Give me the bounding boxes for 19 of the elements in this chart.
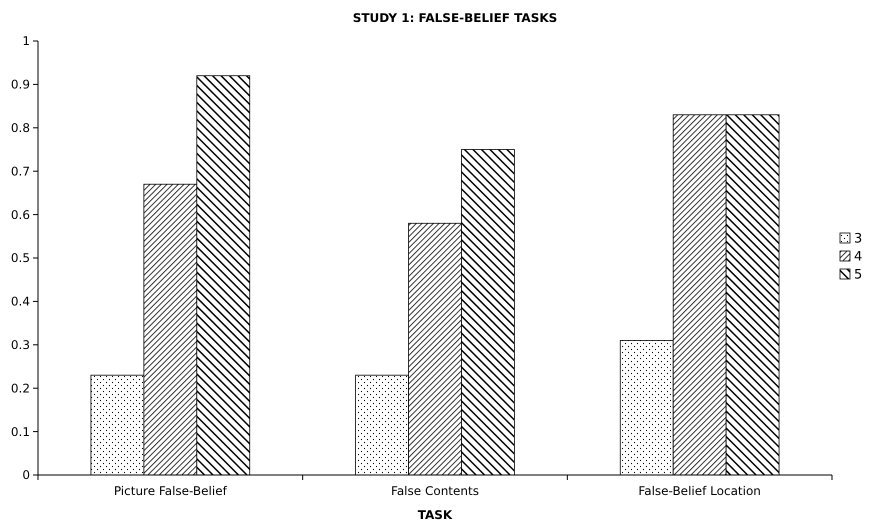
y-tick-label: 0.2	[10, 381, 30, 396]
chart-title: STUDY 1: FALSE-BELIEF TASKS	[352, 11, 558, 25]
y-tick-label: 0.3	[10, 338, 30, 352]
y-tick-label: 1	[22, 34, 30, 48]
legend-label: 3	[854, 232, 862, 247]
y-tick-label: 0.9	[10, 78, 30, 92]
y-tick-label: 0.4	[10, 294, 30, 309]
y-tick-label: 0.7	[10, 164, 30, 178]
x-axis-title: TASK	[418, 508, 453, 522]
x-tick-label: False Contents	[391, 484, 479, 498]
y-tick-label: 0	[22, 468, 30, 482]
y-tick-label: 0.8	[10, 121, 30, 135]
legend-label: 4	[854, 250, 862, 265]
x-tick-label: False-Belief Location	[638, 484, 761, 498]
x-tick-label: Picture False-Belief	[114, 484, 228, 498]
y-tick-label: 0.6	[10, 208, 30, 222]
legend-label: 5	[854, 268, 862, 283]
y-tick-label: 0.5	[10, 251, 30, 266]
y-tick-label: 0.1	[10, 424, 30, 439]
